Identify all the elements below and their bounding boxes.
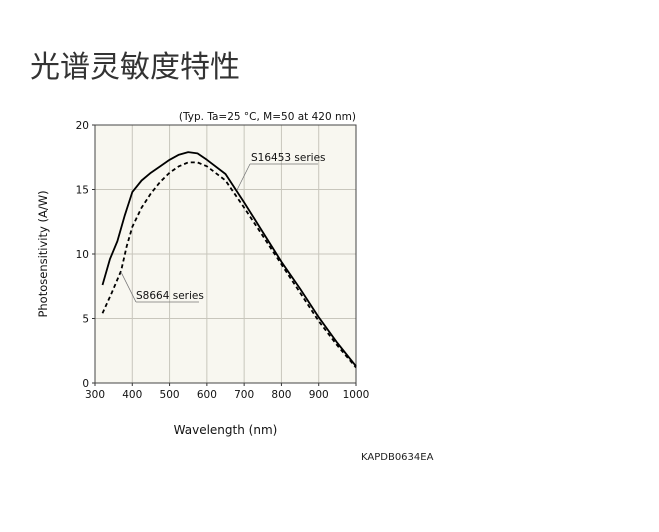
- y-tick-label: 0: [82, 378, 89, 390]
- x-axis-label: Wavelength (nm): [174, 423, 278, 437]
- y-tick-label: 20: [76, 120, 89, 132]
- annotation-label: S8664 series: [136, 290, 204, 302]
- x-tick-label: 400: [122, 389, 142, 401]
- series-line-s16453-series: [101, 151, 357, 367]
- annotation-leader-line: [236, 163, 251, 191]
- x-tick-label: 900: [309, 389, 329, 401]
- y-axis-label: Photosensitivity (A/W): [36, 190, 50, 317]
- x-tick-label: 600: [197, 389, 217, 401]
- condition-note: (Typ. Ta=25 °C, M=50 at 420 nm): [179, 111, 356, 123]
- x-tick-label: 800: [271, 389, 291, 401]
- y-tick-label: 10: [76, 249, 89, 261]
- x-tick-label: 500: [160, 389, 180, 401]
- figure-code: KAPDB0634EA: [361, 452, 434, 463]
- y-tick-label: 15: [76, 185, 89, 197]
- plot-frame: [94, 124, 357, 384]
- page-title: 光谱灵敏度特性: [30, 50, 240, 85]
- annotation-label: S16453 series: [251, 152, 326, 164]
- series-line-s8664-series: [101, 161, 357, 369]
- annotation-leader-line: [120, 271, 137, 303]
- x-tick-label: 300: [85, 389, 105, 401]
- x-tick-label: 700: [234, 389, 254, 401]
- y-tick-label: 5: [82, 314, 89, 326]
- x-tick-label: 1000: [343, 389, 370, 401]
